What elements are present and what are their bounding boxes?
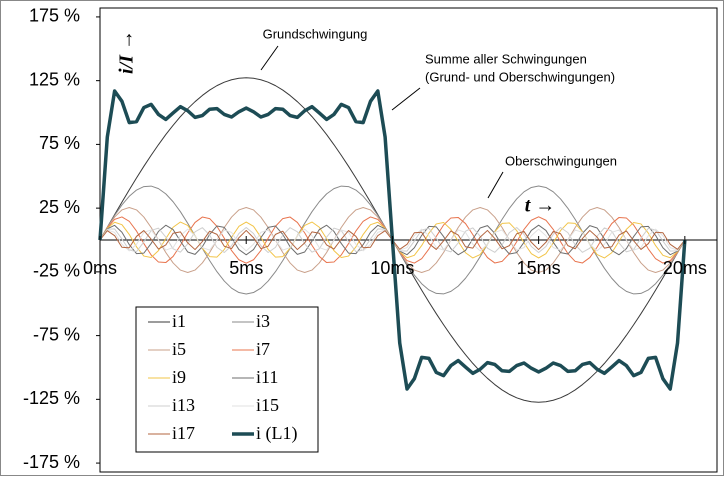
legend-label: i5 (172, 339, 186, 359)
annotation: Oberschwingungen (505, 153, 617, 168)
annotation: Summe aller Schwingungen (425, 51, 587, 66)
annotation-pointer (391, 87, 421, 111)
legend-label: i11 (256, 367, 278, 387)
x-tick-label: 0ms (83, 258, 117, 278)
legend: i1 i3 i5 i7 i9 i11 i13 i15 i17 i (L1) (135, 306, 319, 453)
legend-label: i1 (172, 311, 186, 331)
y-axis-label: i/I → (116, 30, 138, 74)
y-tick-label: 175 % (29, 6, 80, 26)
x-tick-label: 5ms (229, 258, 263, 278)
y-tick-label: 75 % (39, 133, 80, 153)
legend-label: i7 (256, 339, 270, 359)
legend-label: i17 (172, 423, 195, 443)
annotation-pointer (487, 171, 504, 199)
legend-label: i3 (256, 311, 270, 331)
y-tick-label: -125 % (23, 388, 80, 408)
y-tick-label: -25 % (33, 261, 80, 281)
legend-label: i9 (172, 367, 186, 387)
x-tick-label: 10ms (370, 258, 414, 278)
legend-box (135, 306, 319, 453)
annotation-pointer (260, 45, 279, 71)
annotation: (Grund- und Oberschwingungen) (425, 69, 615, 84)
x-tick-label: 15ms (517, 258, 561, 278)
legend-label: i13 (172, 395, 195, 415)
y-tick-label: -75 % (33, 324, 80, 344)
x-tick-label: 20ms (663, 258, 707, 278)
legend-label: i (L1) (256, 423, 297, 444)
y-tick-label: 25 % (39, 197, 80, 217)
y-tick-label: 125 % (29, 69, 80, 89)
y-tick-label: -175 % (23, 452, 80, 472)
x-axis-label: t → (525, 195, 556, 217)
legend-label: i15 (256, 395, 279, 415)
annotation: Grundschwingung (263, 26, 368, 41)
